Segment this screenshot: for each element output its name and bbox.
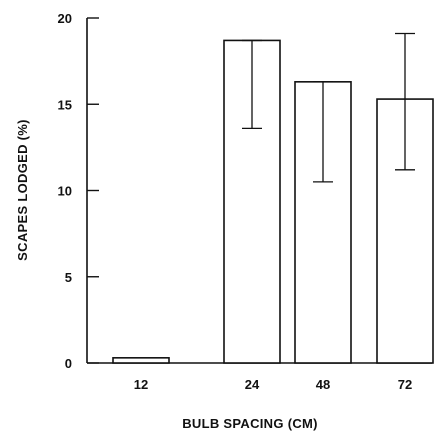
bar-group xyxy=(376,32,434,364)
y-axis-label: SCAPES LODGED (%) xyxy=(15,119,30,261)
bar-group xyxy=(294,81,352,364)
x-tick-label: 48 xyxy=(316,377,330,392)
y-tick-label: 10 xyxy=(58,184,72,199)
x-tick-label: 24 xyxy=(245,377,260,392)
y-ticks: 0 5 10 15 20 xyxy=(58,11,99,371)
y-tick-label: 20 xyxy=(58,11,72,26)
x-axis-label: BULB SPACING (CM) xyxy=(182,416,318,431)
bar-group xyxy=(112,357,170,364)
y-tick-label: 5 xyxy=(65,270,72,285)
bars xyxy=(112,32,434,364)
y-tick-label: 0 xyxy=(65,356,72,371)
y-tick-label: 15 xyxy=(58,97,72,112)
x-ticks: 12 24 48 72 xyxy=(134,377,412,392)
bar-12 xyxy=(112,357,170,364)
x-tick-label: 72 xyxy=(398,377,412,392)
x-tick-label: 12 xyxy=(134,377,148,392)
bar-group xyxy=(223,39,281,364)
